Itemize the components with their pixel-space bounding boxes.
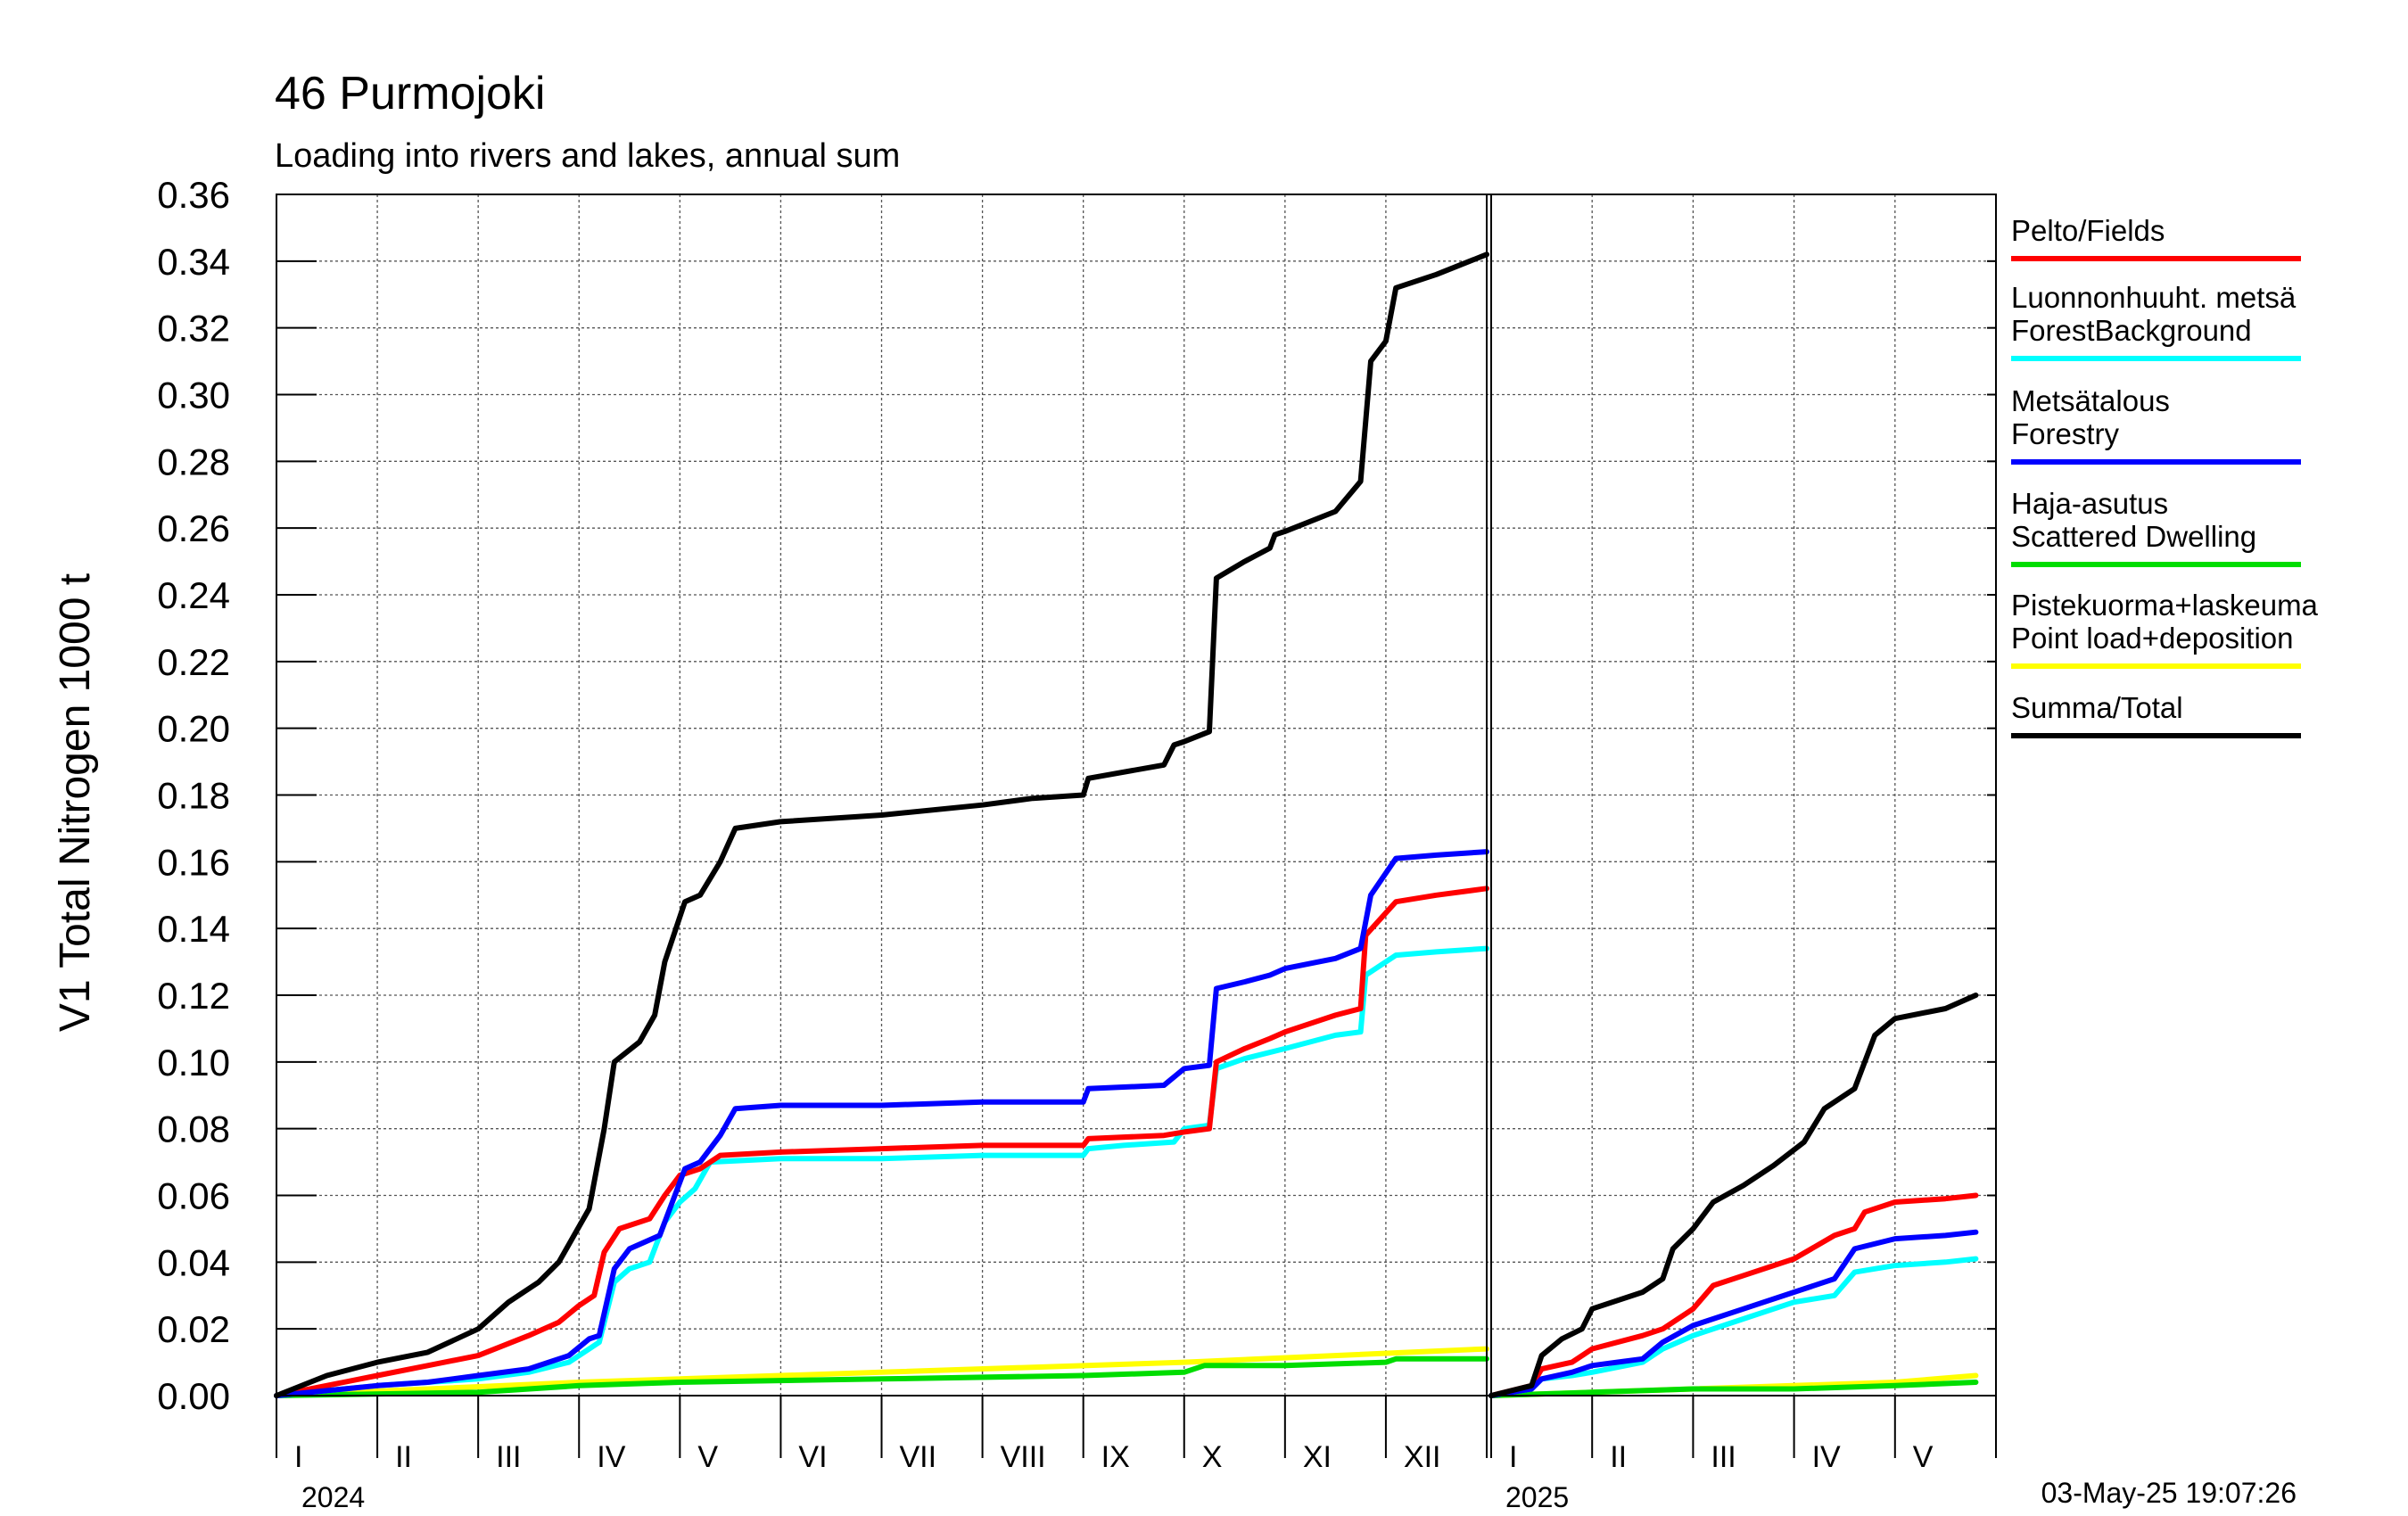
y-tick-label: 0.26 [157, 507, 230, 549]
series-line-2024 [274, 1355, 1489, 1398]
series-line-2025 [1489, 1229, 1979, 1398]
legend-label: Luonnonhuuht. metsä [2011, 281, 2297, 314]
y-tick-label: 0.02 [157, 1308, 230, 1350]
legend-label: ForestBackground [2011, 314, 2252, 347]
y-tick-label: 0.04 [157, 1241, 230, 1283]
y-tick-label: 0.14 [157, 908, 230, 950]
y-axis-label: V1 Total Nitrogen 1000 t [52, 573, 99, 1032]
month-labels: I II III IV V VI VII VIII IX X XI XII I II III IV V [294, 1440, 1934, 1474]
series-line-2024 [274, 251, 1489, 1398]
y-tick-label: 0.28 [157, 441, 230, 482]
year-label-2025: 2025 [1505, 1481, 1569, 1513]
y-tick-label: 0.36 [157, 174, 230, 216]
month-label: III [496, 1440, 521, 1474]
y-tick-label: 0.00 [157, 1375, 230, 1417]
y-tick-label: 0.18 [157, 775, 230, 817]
y-tick-label: 0.08 [157, 1108, 230, 1150]
month-label: IX [1101, 1440, 1130, 1474]
y-tick-label: 0.16 [157, 841, 230, 883]
month-label: VI [798, 1440, 827, 1474]
chart-subtitle: Loading into rivers and lakes, annual su… [275, 137, 900, 175]
legend: Pelto/Fields Luonnonhuuht. metsäForestBac… [2011, 214, 2319, 738]
series-line-2024 [274, 886, 1489, 1398]
series-line-2024 [274, 849, 1489, 1398]
month-label: IV [597, 1440, 625, 1474]
series-line-2024 [274, 945, 1489, 1398]
legend-label: Pelto/Fields [2011, 214, 2165, 247]
year-label-2024: 2024 [301, 1481, 365, 1513]
month-label: XII [1404, 1440, 1441, 1474]
y-tick-labels: 0.00 0.02 0.04 0.06 0.08 0.10 0.12 0.14 0.16 0.18… [157, 174, 230, 1417]
month-label: I [1509, 1440, 1517, 1474]
series-line-2024 [274, 1346, 1489, 1398]
y-tick-label: 0.20 [157, 708, 230, 750]
month-label: X [1202, 1440, 1223, 1474]
y-tick-label: 0.30 [157, 375, 230, 416]
series-line-2025 [1489, 1192, 1979, 1398]
y-tick-label: 0.10 [157, 1042, 230, 1083]
month-label: V [1913, 1440, 1934, 1474]
month-label: II [395, 1440, 412, 1474]
timestamp: 03-May-25 19:07:26 [2041, 1477, 2297, 1509]
legend-label: Scattered Dwelling [2011, 520, 2256, 553]
y-tick-label: 0.32 [157, 308, 230, 350]
series-layer [274, 251, 1979, 1398]
axes [276, 194, 1997, 1458]
legend-label: Metsätalous [2011, 384, 2170, 417]
y-tick-label: 0.22 [157, 641, 230, 683]
chart-title: 46 Purmojoki [275, 68, 545, 119]
series-line-2025 [1489, 993, 1979, 1398]
y-tick-label: 0.24 [157, 574, 230, 616]
month-label: III [1711, 1440, 1736, 1474]
legend-label: Point load+deposition [2011, 622, 2294, 655]
series-line-2025 [1489, 1380, 1979, 1398]
month-label: XI [1303, 1440, 1332, 1474]
y-tick-label: 0.06 [157, 1175, 230, 1217]
grid [276, 194, 1996, 1396]
month-label: II [1610, 1440, 1627, 1474]
legend-label: Haja-asutus [2011, 487, 2168, 520]
month-label: V [697, 1440, 718, 1474]
month-label: VII [900, 1440, 937, 1474]
month-label: IV [1812, 1440, 1841, 1474]
legend-label: Pistekuorma+laskeuma [2011, 589, 2319, 622]
legend-label: Forestry [2011, 417, 2120, 450]
legend-label: Summa/Total [2011, 691, 2183, 724]
month-label: VIII [1001, 1440, 1046, 1474]
month-label: I [294, 1440, 302, 1474]
y-tick-label: 0.34 [157, 241, 230, 283]
y-tick-label: 0.12 [157, 975, 230, 1017]
